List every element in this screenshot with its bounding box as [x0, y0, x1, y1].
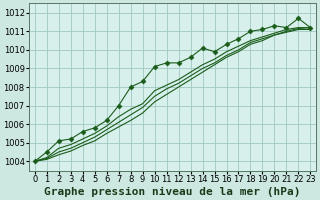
X-axis label: Graphe pression niveau de la mer (hPa): Graphe pression niveau de la mer (hPa) [44, 186, 301, 197]
